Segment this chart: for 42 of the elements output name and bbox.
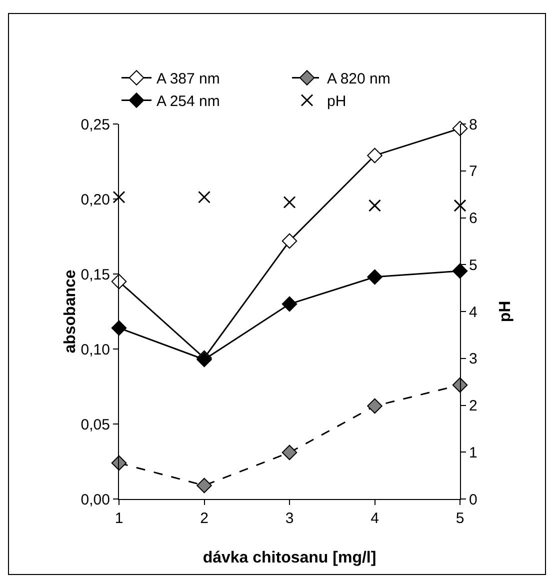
- y-tick-label: 0,25: [80, 116, 110, 134]
- y2-tick-label: 7: [469, 163, 478, 180]
- y2-tick-label: 6: [469, 210, 478, 227]
- point: [282, 296, 298, 312]
- point: [367, 269, 382, 285]
- legend-label: A 254 nm: [156, 93, 220, 110]
- x-tick-label: 1: [114, 510, 124, 527]
- x-tick-label: 2: [200, 510, 208, 527]
- point: [196, 478, 212, 494]
- y2-tick-label: 0: [469, 491, 478, 508]
- point: [283, 196, 296, 209]
- y2-tick-label: 8: [469, 116, 478, 134]
- x-axis-title: dávka chitosanu [mg/l]: [202, 550, 376, 567]
- point: [368, 199, 381, 212]
- y-tick-label: 0,10: [80, 341, 110, 358]
- y-tick-label: 0,15: [80, 266, 110, 284]
- y2-tick-label: 5: [469, 256, 478, 274]
- point: [112, 190, 126, 204]
- legend-label: pH: [327, 93, 346, 110]
- legend-label: A 820 nm: [327, 70, 390, 88]
- point: [198, 190, 210, 204]
- point: [111, 274, 127, 290]
- point: [282, 444, 298, 460]
- y-tick-label: 0,05: [80, 416, 110, 434]
- point: [282, 233, 298, 249]
- x-tick-label: 3: [285, 510, 294, 527]
- x-tick-label: 4: [370, 510, 379, 527]
- y-tick-label: 0,00: [80, 491, 110, 508]
- y2-tick-label: 1: [469, 444, 478, 462]
- y-axis-title: absobance: [62, 270, 79, 354]
- y2-axis-title: pH: [497, 300, 514, 322]
- point: [452, 120, 468, 136]
- point: [454, 199, 466, 212]
- y2-tick-label: 3: [469, 350, 478, 368]
- y2-tick-label: 4: [469, 304, 478, 321]
- point: [367, 398, 382, 414]
- x-tick-label: 5: [456, 510, 464, 527]
- y-tick-label: 0,20: [80, 191, 110, 208]
- point: [452, 263, 468, 279]
- y2-tick-label: 2: [469, 398, 478, 414]
- legend-label: A 387 nm: [156, 70, 220, 88]
- point: [367, 148, 382, 164]
